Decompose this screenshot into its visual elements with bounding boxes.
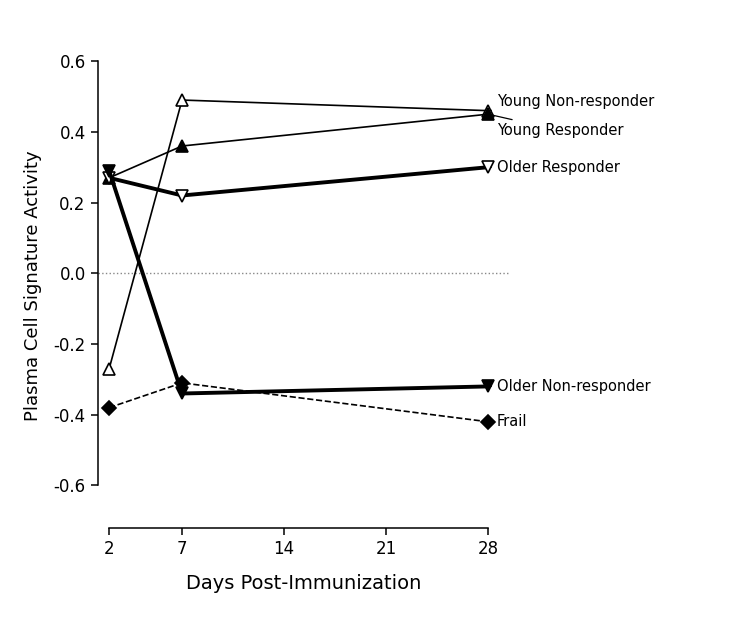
- Text: Frail: Frail: [491, 414, 527, 429]
- Text: Older Non-responder: Older Non-responder: [491, 379, 650, 394]
- X-axis label: Days Post-Immunization: Days Post-Immunization: [186, 574, 422, 593]
- Y-axis label: Plasma Cell Signature Activity: Plasma Cell Signature Activity: [24, 150, 42, 421]
- Text: Older Responder: Older Responder: [491, 160, 620, 175]
- Text: Young Non-responder: Young Non-responder: [491, 94, 654, 111]
- Text: Young Responder: Young Responder: [490, 115, 623, 138]
